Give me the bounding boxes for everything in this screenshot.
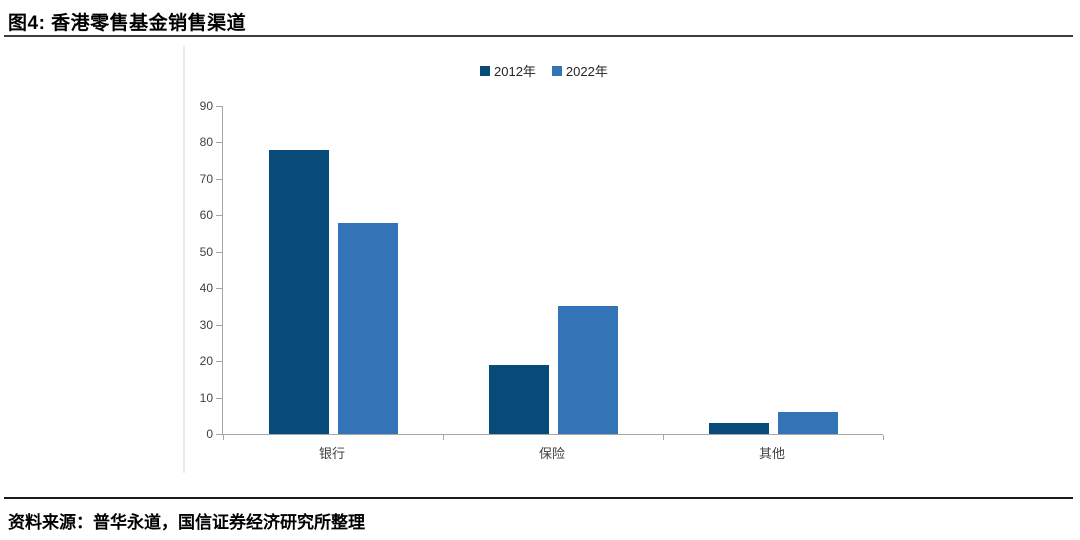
x-category-label: 其他: [758, 446, 785, 461]
y-tick-mark: [216, 251, 222, 253]
x-tick-mark: [663, 435, 664, 440]
y-tick-label: 10: [199, 390, 213, 405]
x-tick-mark: [883, 435, 884, 440]
bar-group-其他: [663, 106, 883, 434]
y-tick-label: 90: [199, 99, 213, 113]
y-tick-mark: [216, 215, 222, 217]
chart-legend: 2012年 2022年: [480, 61, 608, 80]
bar-银行-2012年: [268, 149, 329, 434]
legend-label: 2012年: [494, 64, 536, 79]
x-tick-mark: [443, 435, 444, 440]
y-tick-mark: [216, 106, 222, 107]
bar-groups: [223, 106, 883, 434]
plot-area: 0 10 20 30 40 50 60 70 80 90: [200, 99, 884, 441]
x-axis-labels: 银行 保险 其他: [222, 443, 882, 462]
y-tick-mark: [216, 434, 222, 435]
source-divider: [4, 497, 1073, 499]
figure-title: 图4: 香港零售基金销售渠道: [8, 13, 247, 34]
y-tick-mark: [216, 142, 222, 144]
y-tick-label: 60: [199, 208, 213, 223]
y-tick-label: 20: [199, 354, 213, 369]
y-tick-label: 0: [206, 427, 213, 441]
chart-left-border: [183, 45, 185, 473]
y-tick-mark: [216, 361, 222, 363]
legend-item-2022年: 2022年: [551, 61, 608, 80]
title-divider: [4, 35, 1073, 37]
bar-group-银行: [223, 106, 443, 434]
legend-swatch-icon: [551, 65, 562, 76]
y-tick-label: 50: [199, 244, 213, 259]
bar-其他-2012年: [708, 423, 769, 434]
x-category-label: 银行: [318, 446, 345, 461]
y-tick-mark: [216, 397, 222, 399]
x-category-label: 保险: [538, 446, 565, 461]
y-tick-label: 80: [199, 135, 213, 150]
legend-swatch-icon: [480, 65, 490, 76]
bar-group-保险: [443, 106, 663, 434]
y-tick-label: 30: [199, 317, 213, 332]
bar-银行-2022年: [337, 222, 398, 434]
y-tick-mark: [216, 178, 222, 180]
x-tick-mark: [223, 435, 224, 440]
source-text: 资料来源：普华永道，国信证券经济研究所整理: [8, 513, 365, 532]
y-tick-mark: [216, 288, 222, 290]
y-tick-label: 70: [199, 171, 213, 186]
y-tick-label: 40: [199, 281, 213, 296]
bar-保险-2012年: [488, 364, 549, 434]
bar-保险-2022年: [557, 306, 618, 434]
legend-label: 2022年: [565, 64, 608, 79]
y-tick-mark: [216, 324, 222, 326]
bar-其他-2022年: [777, 412, 838, 434]
legend-item-2012年: 2012年: [480, 61, 536, 80]
